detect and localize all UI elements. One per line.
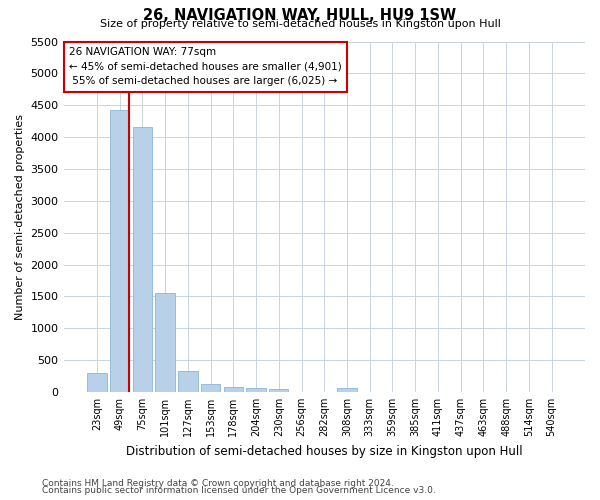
Bar: [201, 384, 220, 392]
Text: 26, NAVIGATION WAY, HULL, HU9 1SW: 26, NAVIGATION WAY, HULL, HU9 1SW: [143, 8, 457, 22]
X-axis label: Distribution of semi-detached houses by size in Kingston upon Hull: Distribution of semi-detached houses by …: [126, 444, 523, 458]
Text: Contains HM Land Registry data © Crown copyright and database right 2024.: Contains HM Land Registry data © Crown c…: [42, 478, 394, 488]
Text: Contains public sector information licensed under the Open Government Licence v3: Contains public sector information licen…: [42, 486, 436, 495]
Bar: [87, 374, 107, 392]
Bar: [178, 371, 197, 392]
Bar: [110, 110, 130, 392]
Text: 26 NAVIGATION WAY: 77sqm
← 45% of semi-detached houses are smaller (4,901)
 55% : 26 NAVIGATION WAY: 77sqm ← 45% of semi-d…: [69, 47, 341, 86]
Bar: [247, 388, 266, 392]
Bar: [269, 389, 289, 392]
Y-axis label: Number of semi-detached properties: Number of semi-detached properties: [15, 114, 25, 320]
Bar: [155, 293, 175, 392]
Bar: [133, 127, 152, 392]
Bar: [337, 388, 356, 392]
Text: Size of property relative to semi-detached houses in Kingston upon Hull: Size of property relative to semi-detach…: [100, 19, 500, 29]
Bar: [224, 387, 243, 392]
